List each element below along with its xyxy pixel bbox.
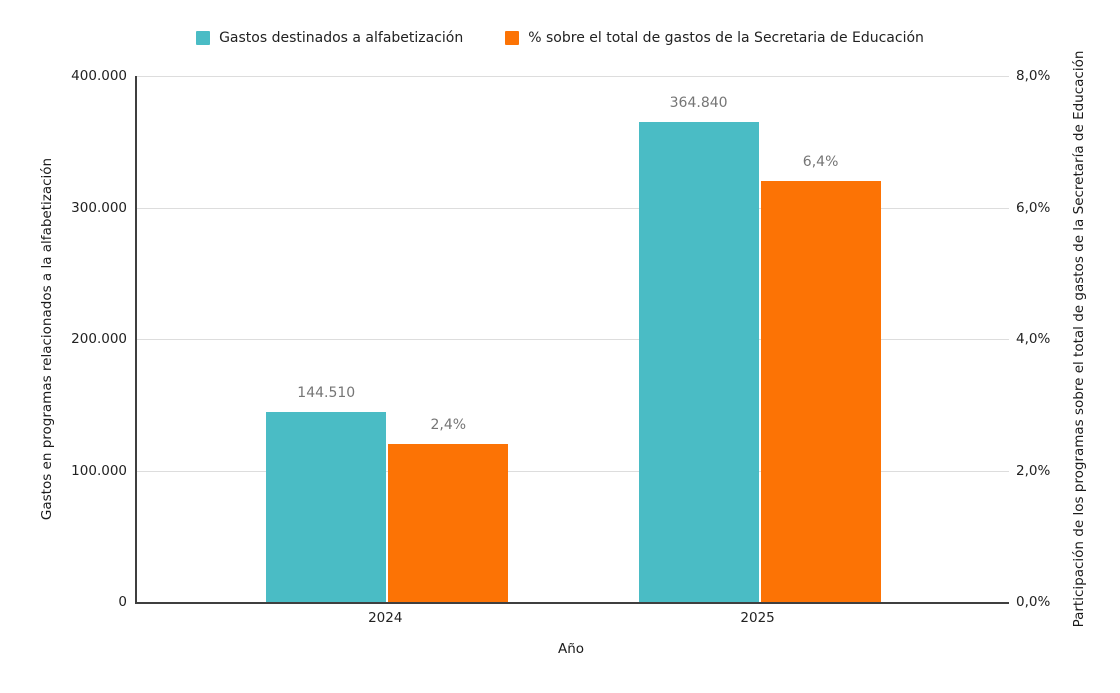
left-axis-tick-label: 0 — [118, 594, 127, 610]
x-axis-category-label: 2024 — [368, 610, 403, 626]
bar-value-label: 6,4% — [802, 154, 839, 171]
right-axis-tick-label: 2,0% — [1016, 462, 1051, 479]
right-axis-title: Participación de los programas sobre el … — [1071, 50, 1087, 628]
bar-gastos-2025 — [638, 122, 759, 602]
legend-swatch-teal — [196, 31, 211, 45]
gridline — [137, 207, 1009, 209]
plot-area: 144.510 2,4% 364.840 6,4% — [135, 76, 1009, 604]
left-axis-tick-label: 300.000 — [71, 199, 127, 216]
bar-value-label: 364.840 — [669, 95, 728, 112]
left-axis-tick-label: 200.000 — [71, 331, 127, 347]
bar-porcentaje-2024 — [388, 444, 509, 602]
gridline — [137, 339, 1009, 340]
legend-item-gastos[interactable]: Gastos destinados a alfabetización — [196, 30, 463, 46]
x-axis-title: Año — [557, 641, 585, 657]
legend: Gastos destinados a alfabetización % sob… — [0, 30, 1120, 46]
left-axis-tick-label: 400.000 — [71, 68, 127, 84]
legend-label-porcentaje: % sobre el total de gastos de la Secreta… — [528, 30, 924, 46]
right-axis-tick-label: 0,0% — [1016, 594, 1051, 610]
right-axis-tick-label: 8,0% — [1016, 68, 1051, 84]
gridline — [137, 470, 1009, 472]
right-axis-tick-label: 6,0% — [1016, 199, 1051, 216]
bar-value-label: 144.510 — [297, 384, 356, 401]
bar-gastos-2024 — [266, 411, 387, 602]
right-axis-tick-label: 4,0% — [1016, 331, 1051, 347]
bar-value-label: 2,4% — [430, 417, 467, 434]
x-axis-category-label: 2025 — [740, 610, 775, 626]
gridline — [137, 76, 1009, 77]
left-axis-tick-label: 100.000 — [71, 462, 127, 479]
legend-swatch-orange — [505, 31, 520, 45]
bar-porcentaje-2025 — [760, 181, 881, 602]
legend-item-porcentaje[interactable]: % sobre el total de gastos de la Secreta… — [505, 30, 924, 46]
legend-label-gastos: Gastos destinados a alfabetización — [219, 30, 464, 46]
